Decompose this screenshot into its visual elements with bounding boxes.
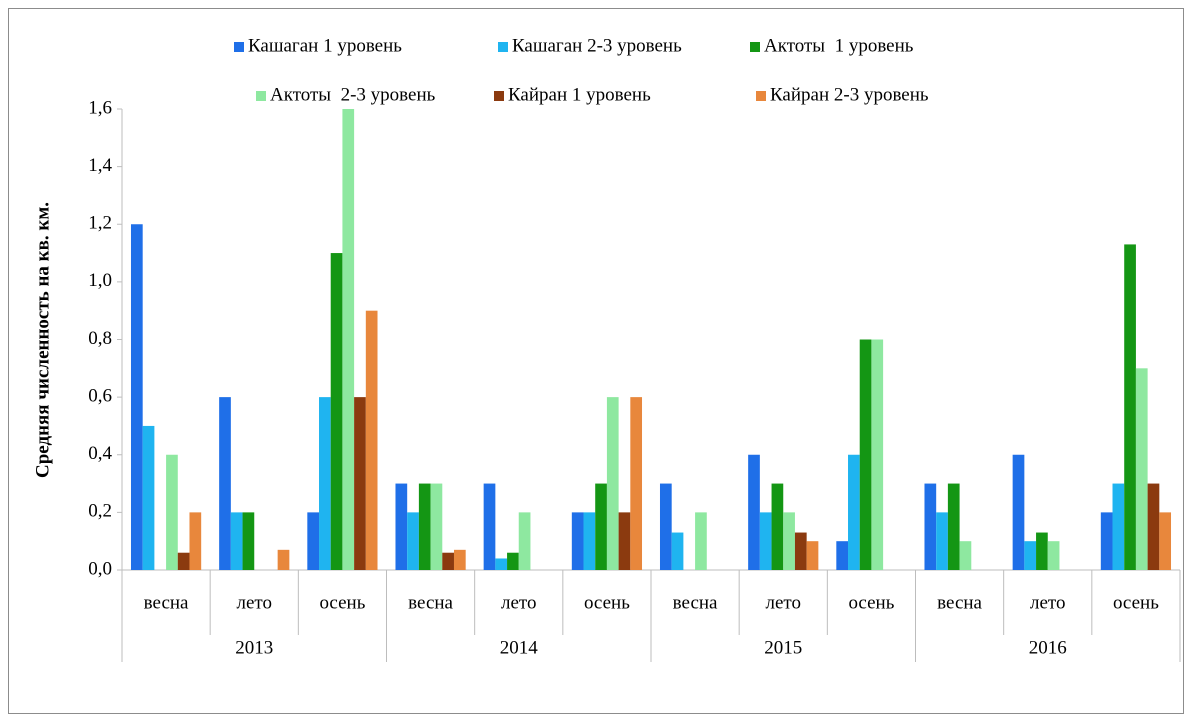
bar — [630, 397, 643, 570]
bar — [1047, 541, 1060, 570]
x-tick-label: весна — [144, 592, 189, 613]
bar — [606, 397, 619, 570]
bar — [695, 512, 707, 570]
bar — [430, 483, 443, 570]
group-label: 2014 — [500, 637, 539, 658]
x-tick-label: лето — [237, 592, 272, 613]
y-tick-label: 0,2 — [88, 501, 112, 522]
bar — [748, 454, 760, 570]
legend-swatch — [234, 42, 244, 52]
bar — [483, 483, 496, 570]
y-tick-label: 0,6 — [88, 385, 112, 406]
legend-label: Кайран 2-3 уровень — [770, 84, 929, 105]
bar — [848, 454, 860, 570]
y-tick-label: 0,4 — [88, 443, 112, 464]
bar — [583, 512, 596, 570]
y-tick-label: 0,0 — [88, 558, 112, 579]
x-tick-label: осень — [319, 592, 365, 613]
y-tick-label: 0,8 — [88, 328, 112, 349]
bar — [1100, 512, 1113, 570]
x-tick-label: лето — [766, 592, 801, 613]
bar — [1036, 532, 1048, 570]
bar — [794, 532, 807, 570]
bar — [924, 483, 937, 570]
bar — [442, 552, 454, 570]
bar — [1135, 368, 1148, 570]
group-label: 2013 — [235, 637, 273, 658]
y-tick-label: 1,0 — [88, 270, 112, 291]
bar — [1112, 483, 1125, 570]
bar — [595, 483, 607, 570]
bar — [342, 109, 355, 570]
legend-label: Кайран 1 уровень — [508, 84, 651, 105]
bar — [354, 397, 366, 570]
bar — [230, 512, 243, 570]
bar — [1159, 512, 1172, 570]
x-tick-label: лето — [1030, 592, 1065, 613]
bar — [395, 483, 408, 570]
bar — [130, 224, 143, 570]
bar — [571, 512, 584, 570]
y-tick-label: 1,6 — [88, 97, 112, 118]
bar — [936, 512, 948, 570]
legend-label: Актоты 1 уровень — [764, 35, 914, 56]
bar — [859, 339, 872, 570]
bar — [1024, 541, 1037, 570]
bar — [1147, 483, 1160, 570]
bar — [177, 552, 190, 570]
bar — [671, 532, 684, 570]
bar — [507, 552, 519, 570]
bar — [219, 397, 231, 570]
x-tick-label: весна — [673, 592, 718, 613]
x-tick-label: весна — [937, 592, 982, 613]
bar — [836, 541, 849, 570]
bar — [330, 253, 343, 570]
bar — [659, 483, 672, 570]
bar — [142, 425, 155, 570]
group-label: 2016 — [1029, 637, 1067, 658]
x-tick-label: осень — [1113, 592, 1159, 613]
legend-swatch — [494, 91, 504, 101]
legend-label: Актоты 2-3 уровень — [270, 84, 436, 105]
bar — [277, 549, 290, 570]
legend-swatch — [750, 42, 760, 52]
legend-swatch — [498, 42, 508, 52]
bar — [418, 483, 431, 570]
legend-label: Кашаган 1 уровень — [248, 35, 402, 56]
bar — [783, 512, 795, 570]
legend-swatch — [256, 91, 266, 101]
x-tick-label: осень — [848, 592, 894, 613]
bar — [166, 454, 178, 570]
bar — [806, 541, 819, 570]
y-tick-label: 1,2 — [88, 213, 112, 234]
bar — [307, 512, 320, 570]
x-tick-label: лето — [501, 592, 536, 613]
bar — [319, 397, 331, 570]
bar — [871, 339, 884, 570]
bar — [242, 512, 255, 570]
bar — [771, 483, 784, 570]
bar — [1012, 454, 1025, 570]
y-axis-label: Средняя численность на кв. км. — [32, 202, 53, 478]
group-label: 2015 — [764, 637, 802, 658]
bar — [189, 512, 202, 570]
bar — [618, 512, 631, 570]
bar — [453, 549, 466, 570]
legend-swatch — [756, 91, 766, 101]
bar — [407, 512, 419, 570]
x-tick-label: осень — [584, 592, 630, 613]
x-tick-label: весна — [408, 592, 453, 613]
chart-frame — [8, 8, 1184, 714]
bar — [1124, 244, 1136, 570]
bar — [959, 541, 972, 570]
bar — [947, 483, 960, 570]
y-tick-label: 1,4 — [88, 155, 112, 176]
legend-label: Кашаган 2-3 уровень — [512, 35, 682, 56]
bar — [365, 310, 378, 570]
bar — [518, 512, 531, 570]
bar — [759, 512, 772, 570]
bar — [495, 558, 508, 570]
